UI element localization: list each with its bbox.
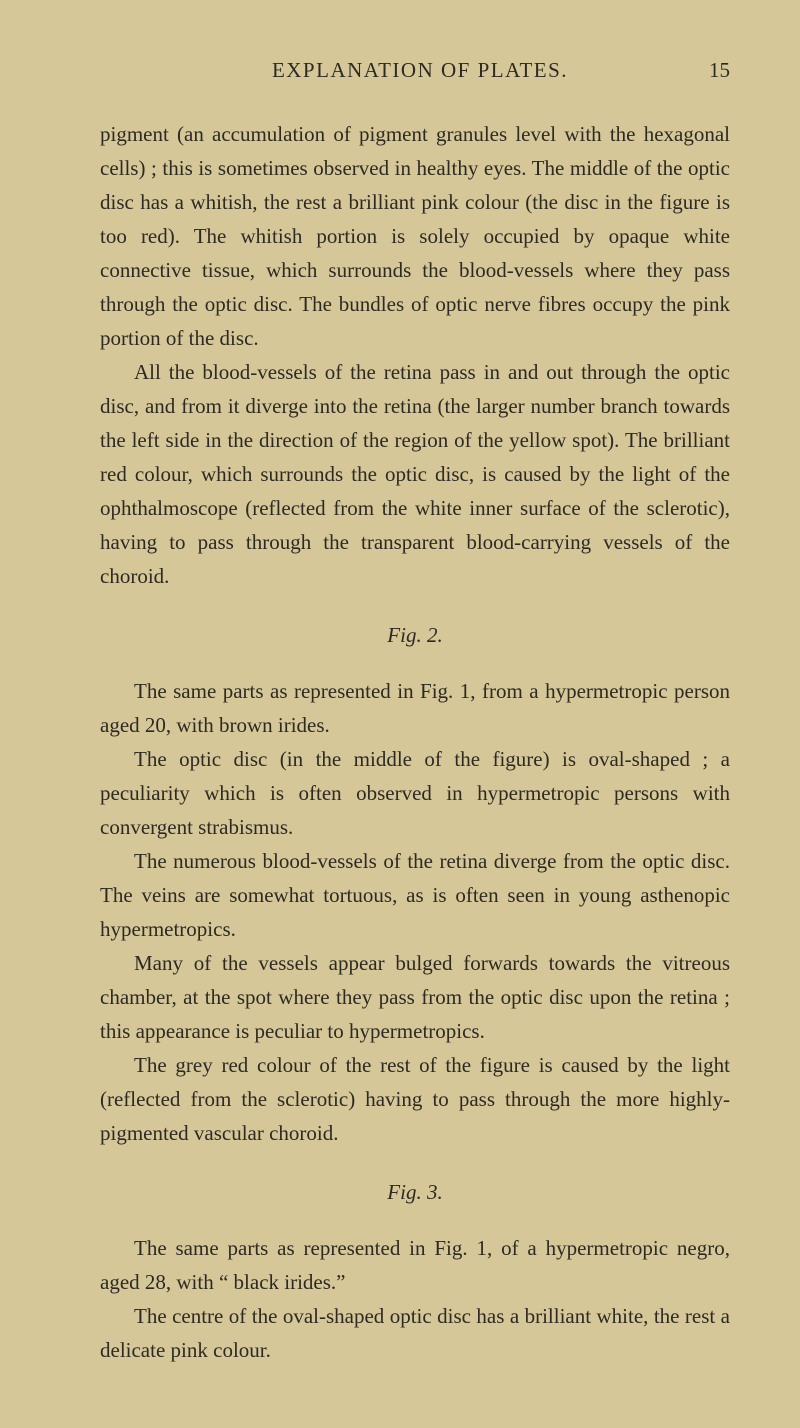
paragraph: Many of the vessels appear bulged forwar… [100,946,730,1048]
fig-heading: Fig. 3. [100,1180,730,1205]
paragraph: The same parts as represented in Fig. 1,… [100,674,730,742]
paragraph: The centre of the oval-shaped optic disc… [100,1299,730,1367]
page-number: 15 [690,58,730,83]
paragraph: The optic disc (in the middle of the fig… [100,742,730,844]
paragraph: The numerous blood-vessels of the retina… [100,844,730,946]
paragraph: The same parts as represented in Fig. 1,… [100,1231,730,1299]
page: EXPLANATION OF PLATES. 15 pigment (an ac… [0,0,800,1428]
header-line: EXPLANATION OF PLATES. 15 [100,58,730,83]
paragraph: pigment (an accumulation of pigment gran… [100,117,730,355]
paragraph: The grey red colour of the rest of the f… [100,1048,730,1150]
fig-heading: Fig. 2. [100,623,730,648]
running-head: EXPLANATION OF PLATES. [100,58,690,83]
paragraph: All the blood-vessels of the retina pass… [100,355,730,593]
